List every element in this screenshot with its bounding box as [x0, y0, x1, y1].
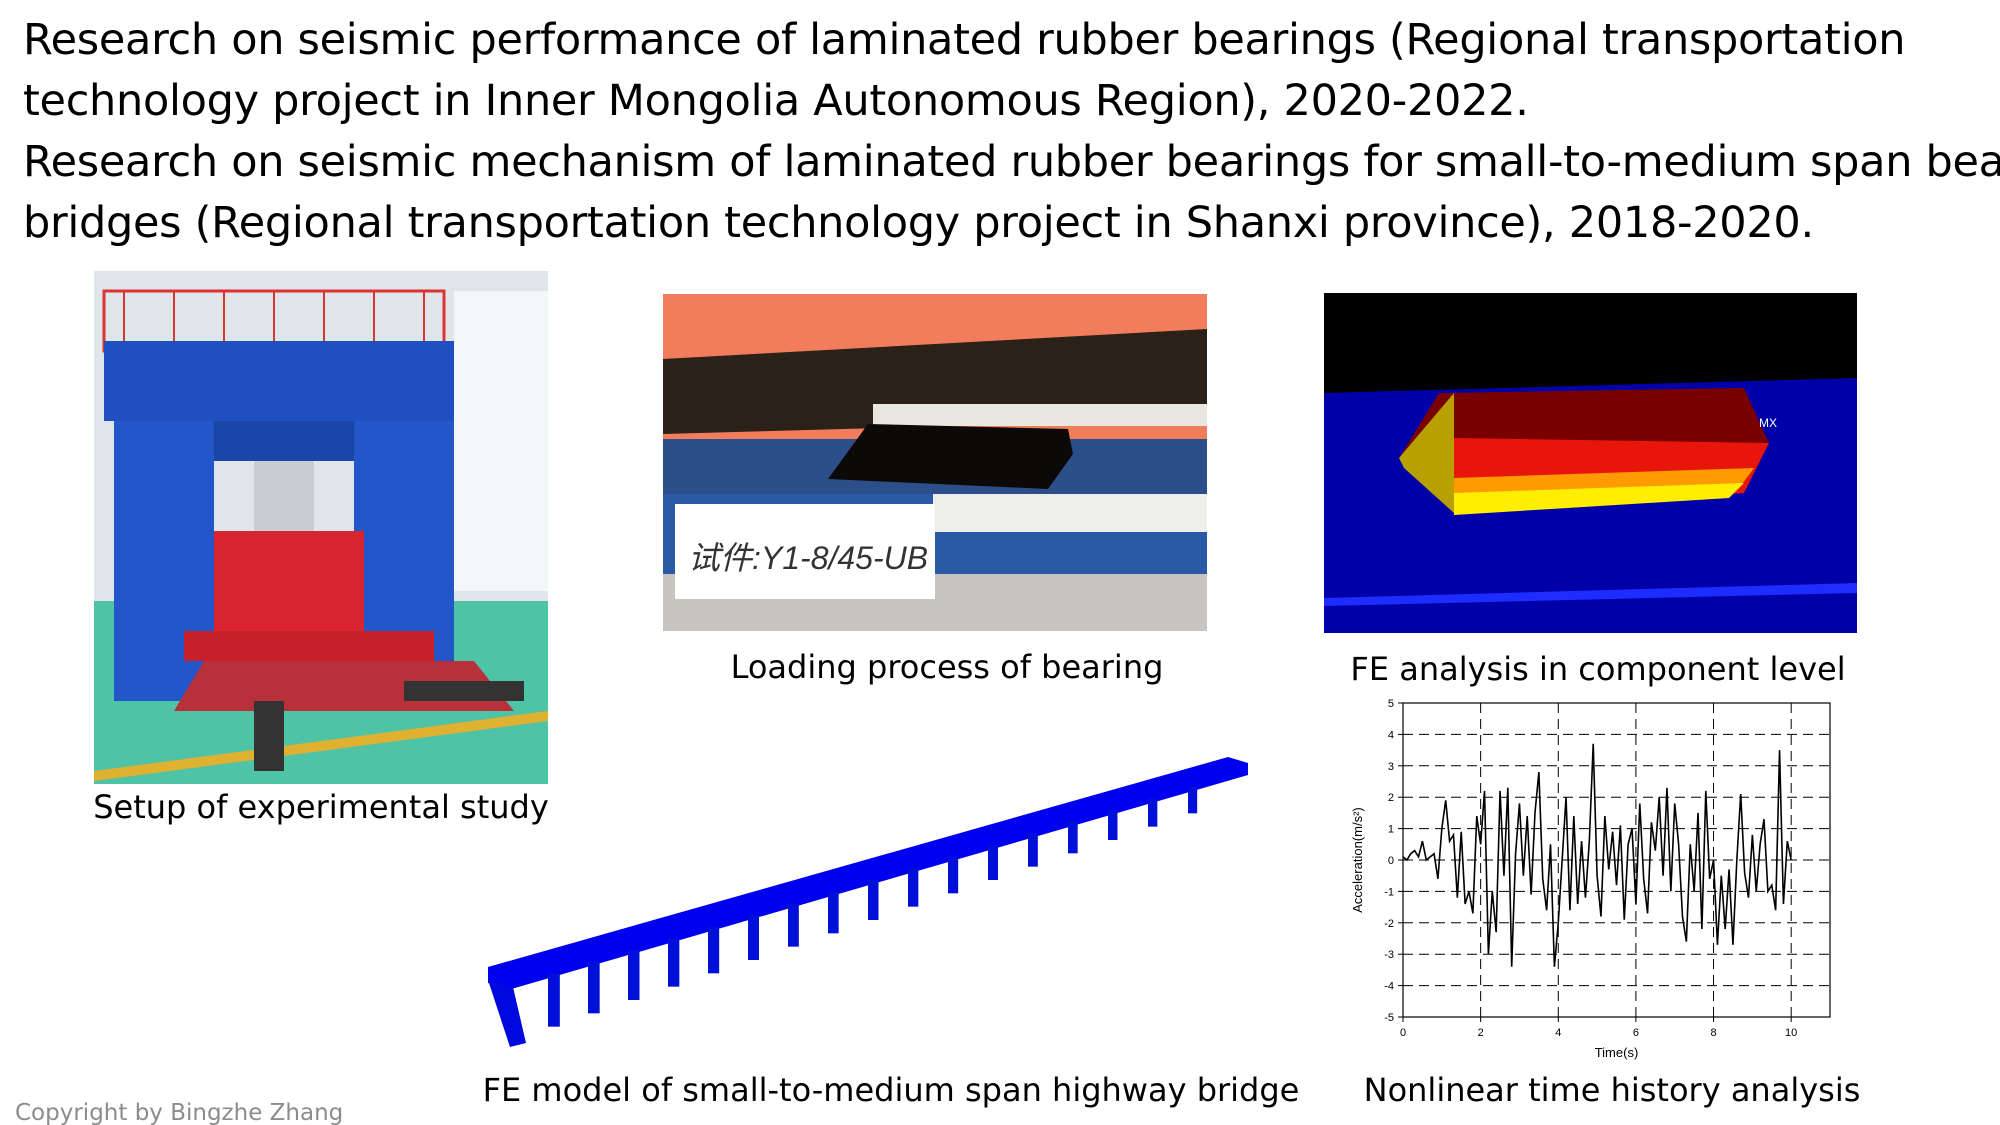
loading-process-caption: Loading process of bearing: [730, 648, 1164, 686]
x-axis-label: Time(s): [1595, 1045, 1639, 1060]
plot-frame: [1402, 702, 1831, 1018]
bridge-pier: [588, 961, 600, 1014]
x-tick-label: 8: [1710, 1027, 1716, 1039]
y-tick-label: -2: [1384, 918, 1394, 930]
mx-label: MX: [1759, 416, 1777, 430]
time-history-caption: Nonlinear time history analysis: [1363, 1071, 1861, 1109]
acceleration-series-line: [1402, 743, 1792, 967]
fe-component-caption: FE analysis in component level: [1350, 650, 1846, 688]
y-tick-label: -4: [1384, 981, 1394, 993]
bridge-pier: [828, 891, 839, 934]
y-tick-label: 4: [1388, 729, 1394, 741]
specimen-label: 试件:Y1-8/45-UB: [688, 540, 928, 576]
y-tick-label: -5: [1384, 1012, 1394, 1024]
header-line-4: bridges (Regional transportation technol…: [23, 198, 1814, 248]
fe-bridge-caption: FE model of small-to-medium span highway…: [482, 1071, 1300, 1109]
fe-component-image: MX: [1324, 293, 1857, 633]
header-line-2: technology project in Inner Mongolia Aut…: [23, 76, 1529, 126]
bridge-pier: [948, 856, 959, 894]
fe-bearing-model: MX: [1324, 378, 1857, 633]
header-line-3: Research on seismic mechanism of laminat…: [23, 137, 2000, 187]
fe-bridge-model: [488, 757, 1248, 1047]
loading-process-photo: 试件:Y1-8/45-UB: [663, 294, 1207, 631]
y-tick-label: 1: [1388, 824, 1394, 836]
bridge-pier: [1108, 810, 1118, 840]
x-tick-label: 4: [1555, 1027, 1561, 1039]
test-machine-illustration: [94, 271, 548, 784]
bridge-pier: [628, 950, 640, 1000]
y-tick-label: 2: [1388, 792, 1394, 804]
y-axis-label: Acceleration(m/s²): [1350, 807, 1365, 912]
header-line-1: Research on seismic performance of lamin…: [23, 15, 1906, 65]
y-tick-label: 0: [1388, 855, 1394, 867]
bridge-pier: [788, 903, 799, 947]
x-tick-label: 0: [1400, 1027, 1406, 1039]
bridge-pier: [748, 915, 759, 960]
x-tick-label: 10: [1785, 1027, 1797, 1039]
x-tick-label: 6: [1633, 1027, 1639, 1039]
experimental-setup-photo: [94, 271, 548, 784]
bridge-pier: [708, 926, 720, 974]
y-tick-label: -3: [1384, 949, 1394, 961]
bridge-pier: [1148, 798, 1158, 827]
x-tick-label: 2: [1478, 1027, 1484, 1039]
bridge-pier: [1028, 833, 1038, 867]
bridge-pier: [548, 973, 560, 1027]
bridge-pier: [908, 868, 919, 907]
y-tick-label: 5: [1388, 698, 1394, 710]
bridge-pier: [1188, 786, 1198, 814]
bridge-pier: [868, 880, 879, 920]
bridge-pier: [988, 845, 998, 880]
bridge-pier: [668, 938, 680, 987]
y-tick-label: -1: [1384, 886, 1394, 898]
bridge-pier: [1068, 821, 1078, 854]
y-tick-label: 3: [1388, 761, 1394, 773]
experimental-setup-caption: Setup of experimental study: [93, 788, 549, 826]
bearing-loading-illustration: 试件:Y1-8/45-UB: [663, 329, 1207, 631]
time-history-chart: -5 -4 -3 -2 -1 0 1 2 3 4 5 0 2 4 6 8 10 Time(s) Accelerati…: [1350, 698, 1831, 1060]
copyright-text: Copyright by Bingzhe Zhang: [15, 1100, 344, 1125]
